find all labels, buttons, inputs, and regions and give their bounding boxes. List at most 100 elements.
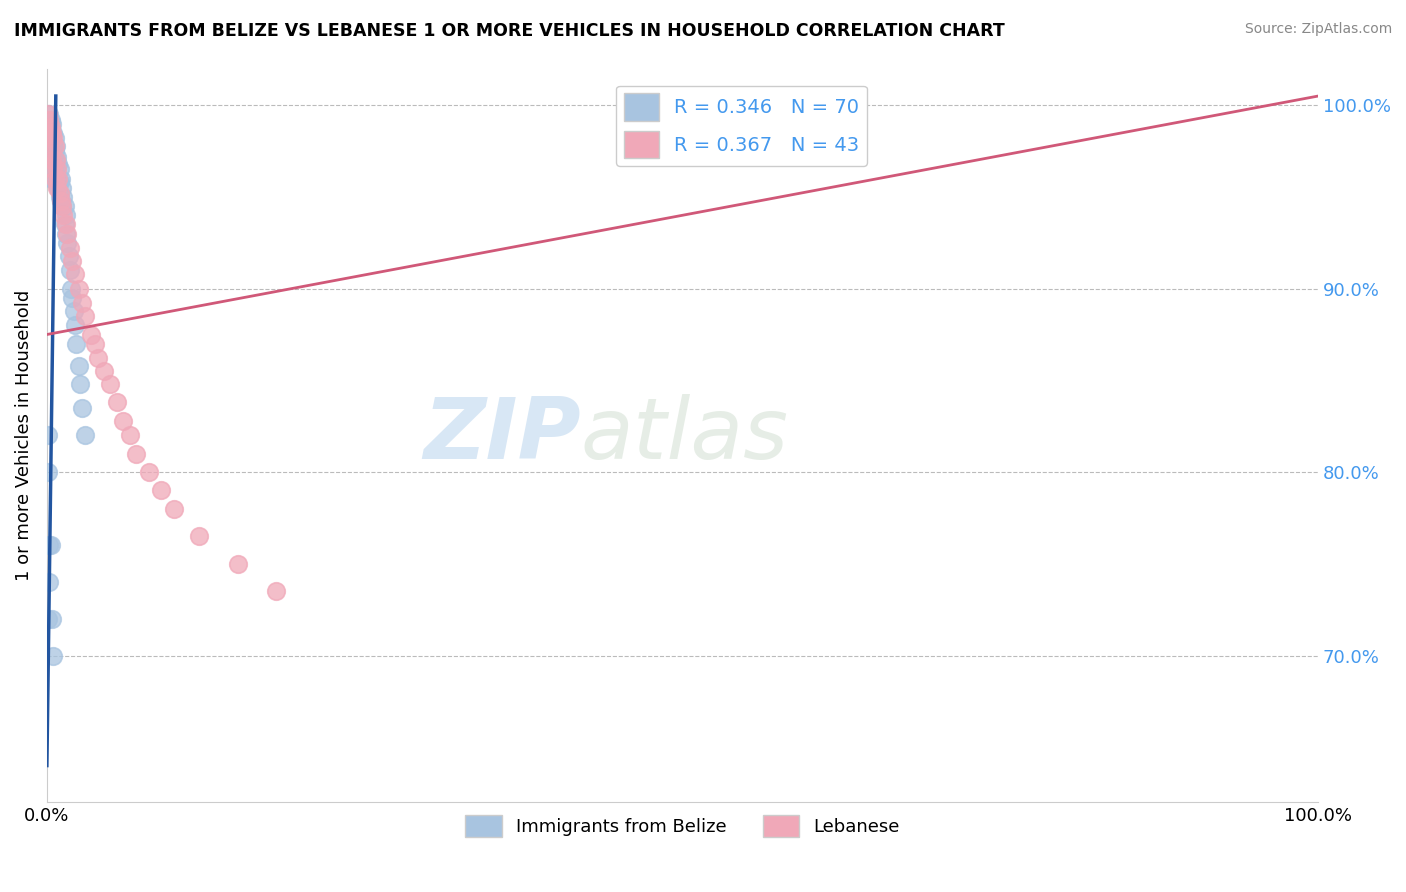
Point [39,162,62,177]
Point [48,162,70,177]
Point [38,126,60,140]
Point [46,150,69,164]
Point [46,180,69,194]
Point [63,318,86,333]
Point [41,153,63,168]
Text: IMMIGRANTS FROM BELIZE VS LEBANESE 1 OR MORE VEHICLES IN HOUSEHOLD CORRELATION C: IMMIGRANTS FROM BELIZE VS LEBANESE 1 OR … [14,22,1005,40]
Point [46,157,69,171]
Point [39,120,62,135]
Point [80,327,103,342]
Point [72,296,94,310]
Point [73,309,96,323]
Text: Source: ZipAtlas.com: Source: ZipAtlas.com [1244,22,1392,37]
Point [46,180,69,194]
Point [37,144,59,158]
Point [125,447,148,461]
Point [44,171,66,186]
Point [38,538,60,552]
Point [45,175,67,189]
Text: atlas: atlas [581,394,789,477]
Point [138,465,160,479]
Point [84,336,107,351]
Point [100,377,122,392]
Point [45,153,67,168]
Point [53,218,76,232]
Point [39,144,62,158]
Point [93,364,115,378]
Point [42,171,65,186]
Point [39,538,62,552]
Point [37,135,59,149]
Point [105,395,128,409]
Point [73,428,96,442]
Point [55,227,77,241]
Point [38,126,60,140]
Point [48,190,70,204]
Point [163,501,186,516]
Point [38,575,60,590]
Point [824,135,846,149]
Point [41,117,63,131]
Y-axis label: 1 or more Vehicles in Household: 1 or more Vehicles in Household [15,290,32,581]
Text: ZIP: ZIP [423,394,581,477]
Point [45,138,67,153]
Point [38,107,60,121]
Point [46,162,69,177]
Point [226,557,249,571]
Point [37,162,59,177]
Point [41,126,63,140]
Point [55,218,77,232]
Point [38,135,60,149]
Point [37,465,59,479]
Point [59,241,82,255]
Point [44,131,66,145]
Point [42,131,65,145]
Point [42,162,65,177]
Point [38,112,60,127]
Point [52,208,75,222]
Point [42,150,65,164]
Point [38,162,60,177]
Point [55,208,77,222]
Point [41,126,63,140]
Point [39,126,62,140]
Point [37,117,59,131]
Point [37,428,59,442]
Point [59,263,82,277]
Point [37,107,59,121]
Point [45,153,67,168]
Point [62,303,84,318]
Point [118,428,141,442]
Point [44,138,66,153]
Point [52,190,75,204]
Point [60,282,83,296]
Point [51,180,73,194]
Point [49,171,72,186]
Point [41,612,63,626]
Point [150,483,173,498]
Point [41,144,63,158]
Point [87,351,110,366]
Point [48,186,70,201]
Point [42,648,65,663]
Point [69,377,91,392]
Point [41,135,63,149]
Point [48,175,70,189]
Point [63,267,86,281]
Point [46,171,69,186]
Point [67,282,90,296]
Point [60,291,83,305]
Point [39,135,62,149]
Point [42,126,65,140]
Point [51,199,73,213]
Point [44,144,66,158]
Point [51,199,73,213]
Point [38,144,60,158]
Legend: Immigrants from Belize, Lebanese: Immigrants from Belize, Lebanese [458,808,907,845]
Point [39,153,62,168]
Point [65,336,87,351]
Point [188,529,211,543]
Point [264,584,287,599]
Point [112,414,135,428]
Point [72,401,94,415]
